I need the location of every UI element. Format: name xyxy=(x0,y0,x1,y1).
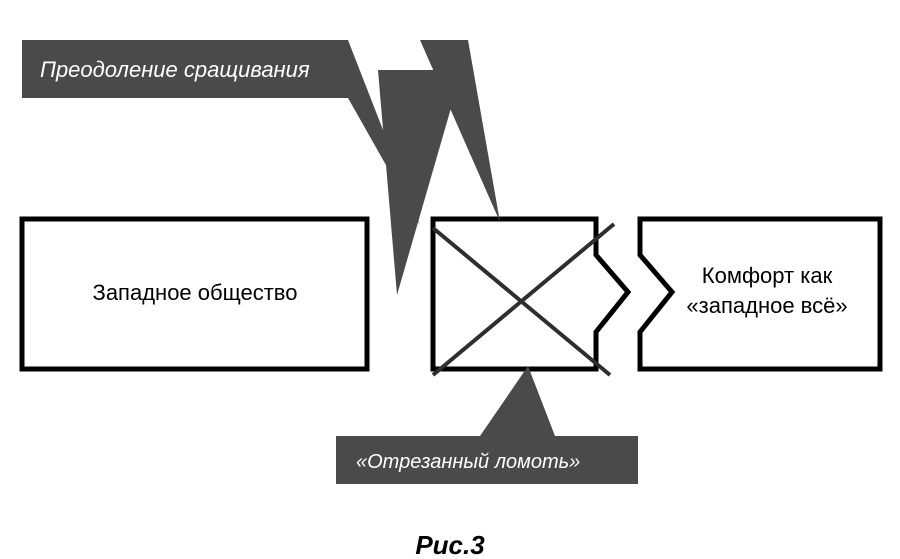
diagram-stage: Западное общество Комфорт как «западное … xyxy=(0,0,900,559)
callout-bottom-label: «Отрезанный ломоть» xyxy=(356,451,580,473)
right-box-label-line1: Комфорт как xyxy=(702,263,833,288)
callout-bottom-tail xyxy=(480,366,555,436)
right-box-label-line2: «западное всё» xyxy=(686,293,847,318)
diagram-svg: Западное общество Комфорт как «западное … xyxy=(0,0,900,559)
callout-top-label: Преодоление сращивания xyxy=(40,57,310,82)
left-box-label: Западное общество xyxy=(93,280,298,305)
figure-caption: Рис.3 xyxy=(0,530,900,559)
